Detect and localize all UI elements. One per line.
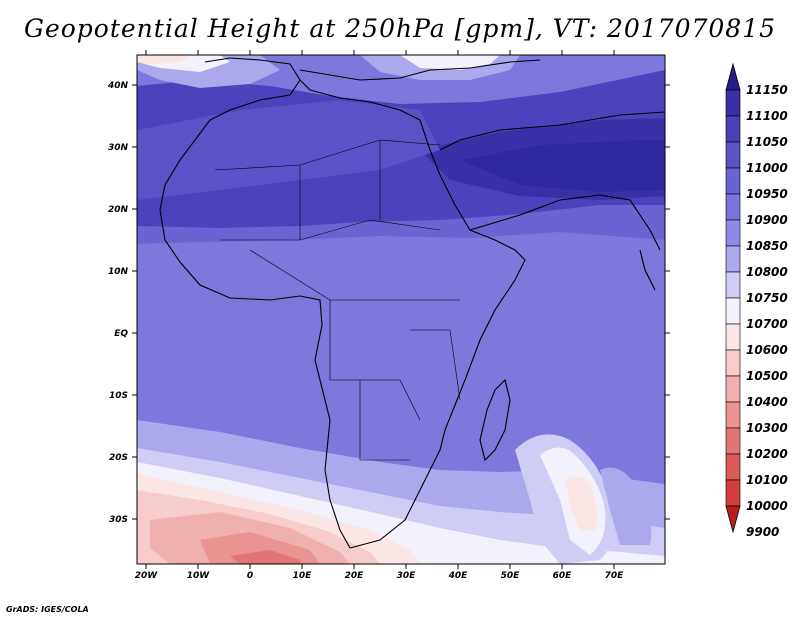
colorbar-label: 11100 <box>746 109 788 123</box>
colorbar-label: 10750 <box>746 291 788 305</box>
colorbar-label: 10850 <box>746 239 788 253</box>
lon-label: 0 <box>247 571 253 581</box>
lat-label: 10N <box>108 267 129 277</box>
colorbar-swatch <box>725 115 741 143</box>
field-band-11100 <box>460 140 665 192</box>
lat-label: 20S <box>109 453 128 463</box>
colorbar-swatch <box>725 245 741 273</box>
colorbar-label: 11150 <box>746 83 788 97</box>
colorbar-label: 11000 <box>746 161 788 175</box>
lon-label: 10W <box>187 571 211 581</box>
colorbar-swatch <box>725 271 741 299</box>
lat-label: 30N <box>108 143 129 153</box>
colorbar-label: 10700 <box>746 317 788 331</box>
coast-mideast-north <box>439 111 666 151</box>
field-ridge-pale-2 <box>600 467 652 545</box>
colorbar-label: 10800 <box>746 265 788 279</box>
coastlines <box>159 57 666 549</box>
colorbar-swatch <box>725 219 741 247</box>
lat-label: 40N <box>107 81 129 91</box>
lon-label: 40E <box>448 571 469 581</box>
lon-label: 30E <box>397 571 417 581</box>
colorbar-label: 9900 <box>746 525 779 539</box>
colorbar-swatch <box>725 297 741 325</box>
colorbar: 11150 11100 11050 11000 10950 10900 10850 10800… <box>725 62 788 539</box>
colorbar-label: 10200 <box>746 447 788 461</box>
colorbar-swatch <box>725 323 741 351</box>
colorbar-label: 10950 <box>746 187 788 201</box>
lat-label: 30S <box>109 515 128 525</box>
lat-label: EQ <box>114 329 128 339</box>
field-band-west <box>137 100 440 200</box>
field-med-pink <box>137 55 190 64</box>
field-ridge-pink <box>565 476 597 530</box>
colorbar-swatch <box>725 89 741 117</box>
colorbar-label: 10000 <box>746 499 788 513</box>
lon-label: 50E <box>501 571 521 581</box>
colorbar-label: 10400 <box>746 395 788 409</box>
field-south-10300 <box>230 550 300 564</box>
colorbar-swatch <box>725 193 741 221</box>
lon-label: 10E <box>293 571 313 581</box>
colorbar-bottom-arrow <box>725 505 741 534</box>
coast-india <box>639 249 656 291</box>
lat-axis: 40N 30N 20N 10N EQ 10S 20S 30S <box>107 81 670 525</box>
map-title: Geopotential Height at 250hPa [gpm], VT:… <box>23 14 777 43</box>
lat-label: 20N <box>108 205 129 215</box>
colorbar-label: 11050 <box>746 135 788 149</box>
colorbar-swatch <box>725 427 741 455</box>
colorbar-swatch <box>725 401 741 429</box>
lat-label: 10S <box>109 391 128 401</box>
map-panel: 40N 30N 20N 10N EQ 10S 20S 30S 20W 10W 0 10E 20E 30E… <box>107 50 670 581</box>
madagascar <box>479 378 511 462</box>
colorbar-swatch <box>725 141 741 169</box>
lon-label: 70E <box>605 571 625 581</box>
coast-arabia <box>469 194 661 251</box>
colorbar-swatch <box>725 479 741 507</box>
lon-axis: 20W 10W 0 10E 20E 30E 40E 50E 60E 70E <box>135 50 624 581</box>
colorbar-label: 10900 <box>746 213 788 227</box>
colorbar-swatch <box>725 375 741 403</box>
colorbar-swatch <box>725 349 741 377</box>
colorbar-swatch <box>725 167 741 195</box>
colorbar-label: 10300 <box>746 421 788 435</box>
field-med-white-2 <box>400 55 500 70</box>
coast-europe <box>299 59 541 81</box>
grads-credit: GrADS: IGES/COLA <box>6 605 89 614</box>
lon-label: 60E <box>553 571 573 581</box>
colorbar-top-arrow <box>725 62 741 91</box>
country-borders <box>214 139 461 461</box>
colorbar-label: 10600 <box>746 343 788 357</box>
colorbar-swatch <box>725 453 741 481</box>
lon-label: 20W <box>135 571 159 581</box>
colorbar-label: 10500 <box>746 369 788 383</box>
map-frame <box>136 54 666 565</box>
lon-label: 20E <box>345 571 365 581</box>
colorbar-label: 10100 <box>746 473 788 487</box>
